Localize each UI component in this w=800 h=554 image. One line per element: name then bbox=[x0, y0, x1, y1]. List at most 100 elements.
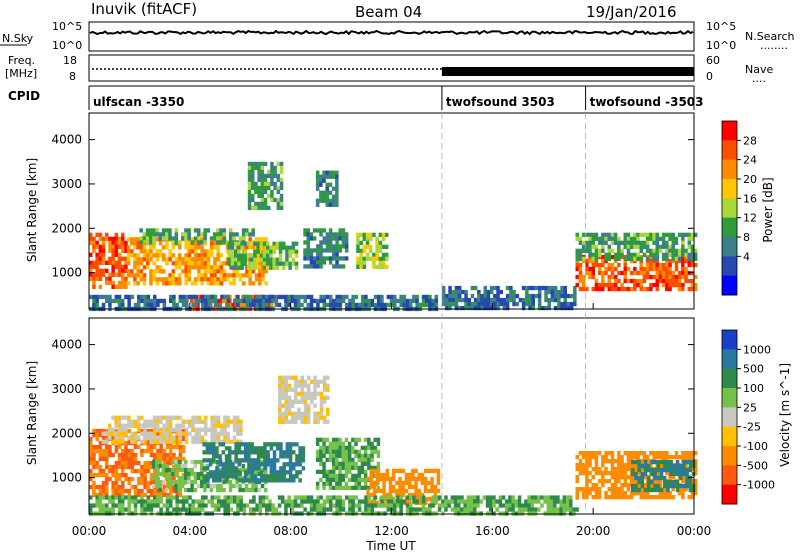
data-cell bbox=[483, 301, 487, 307]
data-cell bbox=[562, 499, 567, 504]
data-cell bbox=[597, 248, 602, 253]
data-cell bbox=[335, 182, 339, 187]
data-cell bbox=[203, 273, 208, 278]
data-cell bbox=[263, 173, 268, 179]
data-cell bbox=[331, 202, 336, 207]
data-cell bbox=[105, 460, 109, 466]
data-cell bbox=[553, 503, 557, 508]
data-cell bbox=[671, 248, 675, 253]
data-cell bbox=[301, 450, 306, 455]
data-cell bbox=[218, 298, 223, 304]
data-cell bbox=[338, 248, 342, 253]
data-cell bbox=[204, 495, 208, 500]
data-cell bbox=[216, 236, 220, 241]
colorbar-cell bbox=[722, 426, 737, 447]
data-cell bbox=[177, 467, 182, 473]
data-cell bbox=[228, 462, 232, 467]
data-cell bbox=[373, 294, 378, 300]
data-cell bbox=[684, 487, 688, 492]
data-cell bbox=[629, 451, 634, 456]
data-cell bbox=[108, 431, 112, 436]
data-cell bbox=[485, 503, 490, 508]
data-cell bbox=[405, 298, 410, 304]
data-cell bbox=[591, 286, 595, 292]
data-cell bbox=[652, 479, 656, 484]
data-cell bbox=[149, 273, 153, 278]
data-cell bbox=[191, 503, 195, 508]
data-cell bbox=[232, 483, 236, 489]
data-cell bbox=[201, 499, 205, 504]
data-cell bbox=[117, 236, 122, 241]
data-cell bbox=[244, 467, 249, 473]
data-cell bbox=[677, 282, 682, 288]
data-cell bbox=[287, 395, 292, 400]
data-cell bbox=[243, 249, 248, 254]
data-cell bbox=[105, 236, 109, 241]
data-cell bbox=[385, 496, 389, 502]
data-cell bbox=[378, 256, 383, 261]
data-cell bbox=[254, 189, 258, 195]
data-cell bbox=[325, 170, 329, 175]
data-cell bbox=[127, 452, 131, 458]
data-cell bbox=[671, 495, 675, 500]
data-cell bbox=[396, 298, 400, 304]
data-cell bbox=[656, 475, 661, 481]
data-cell bbox=[306, 240, 310, 245]
data-cell bbox=[276, 474, 280, 479]
data-cell bbox=[165, 435, 170, 440]
data-cell bbox=[425, 507, 429, 512]
data-cell bbox=[165, 503, 170, 508]
data-cell bbox=[623, 491, 627, 496]
data-cell bbox=[171, 459, 175, 465]
data-cell bbox=[149, 444, 154, 450]
data-cell bbox=[344, 236, 349, 241]
data-cell bbox=[174, 240, 179, 245]
data-cell bbox=[178, 265, 182, 270]
data-cell bbox=[285, 257, 289, 262]
data-cell bbox=[642, 232, 647, 237]
data-cell bbox=[200, 237, 204, 242]
data-cell bbox=[367, 485, 371, 490]
data-cell bbox=[171, 240, 175, 245]
data-cell bbox=[649, 282, 653, 288]
data-cell bbox=[581, 244, 586, 249]
data-cell bbox=[553, 293, 558, 299]
data-cell bbox=[653, 475, 657, 481]
data-cell bbox=[127, 428, 131, 434]
data-cell bbox=[117, 456, 122, 462]
data-cell bbox=[581, 278, 586, 284]
data-cell bbox=[594, 252, 599, 257]
data-cell bbox=[665, 244, 669, 249]
data-cell bbox=[594, 487, 599, 492]
data-cell bbox=[252, 302, 256, 308]
colorbar-tick-label: 24 bbox=[743, 154, 757, 167]
data-cell bbox=[351, 294, 355, 300]
data-cell bbox=[263, 462, 267, 467]
data-cell bbox=[405, 302, 410, 308]
colorbar-tick-label: 8 bbox=[743, 231, 750, 244]
data-cell bbox=[279, 450, 283, 455]
data-cell bbox=[162, 302, 167, 308]
data-cell bbox=[257, 173, 261, 179]
data-cell bbox=[244, 474, 248, 479]
data-cell bbox=[633, 240, 637, 245]
data-cell bbox=[229, 273, 233, 278]
data-cell bbox=[111, 240, 115, 245]
data-cell bbox=[272, 470, 277, 475]
data-cell bbox=[303, 232, 307, 237]
data-cell bbox=[356, 240, 360, 245]
data-cell bbox=[205, 466, 210, 471]
data-cell bbox=[448, 285, 452, 291]
data-cell bbox=[261, 269, 265, 274]
data-cell bbox=[172, 488, 176, 494]
x-axis-label: Time UT bbox=[365, 539, 416, 553]
data-cell bbox=[153, 499, 157, 504]
data-cell bbox=[149, 435, 154, 440]
data-cell bbox=[162, 435, 166, 440]
data-cell bbox=[322, 449, 326, 454]
data-cell bbox=[629, 244, 634, 249]
data-cell bbox=[363, 445, 368, 450]
data-cell bbox=[237, 478, 242, 483]
data-cell bbox=[610, 495, 615, 500]
data-cell bbox=[284, 395, 288, 400]
